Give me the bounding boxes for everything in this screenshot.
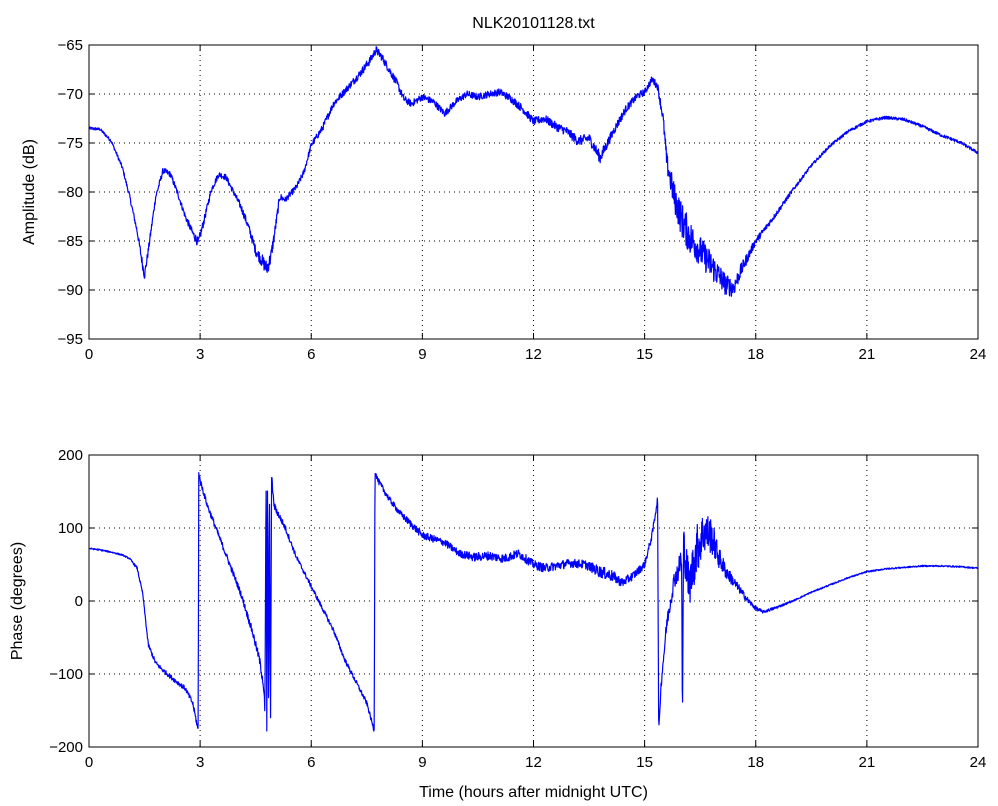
x-tick-label: 9 (418, 754, 426, 771)
chart-title: NLK20101128.txt (472, 15, 595, 32)
x-tick-label: 18 (747, 754, 764, 771)
amplitude-y-axis-label: Amplitude (dB) (21, 139, 38, 245)
y-tick-label: −85 (58, 233, 83, 250)
x-tick-label: 3 (196, 346, 204, 363)
y-tick-label: −90 (58, 282, 83, 299)
y-tick-label: −200 (49, 739, 83, 756)
y-tick-label: −65 (58, 37, 83, 54)
y-tick-label: −75 (58, 135, 83, 152)
x-tick-label: 15 (636, 754, 653, 771)
y-tick-label: −70 (58, 86, 83, 103)
x-tick-label: 0 (85, 754, 93, 771)
x-tick-label: 0 (85, 346, 93, 363)
x-tick-label: 6 (307, 346, 315, 363)
amplitude-panel: NLK20101128.txt Amplitude (dB) 0 3 6 9 12 15 1… (21, 15, 986, 363)
x-tick-label: 21 (859, 754, 876, 771)
time-x-axis-label: Time (hours after midnight UTC) (419, 784, 648, 801)
y-tick-label: 0 (75, 593, 83, 610)
y-tick-label: −95 (58, 331, 83, 348)
x-tick-label: 6 (307, 754, 315, 771)
x-tick-label: 21 (859, 346, 876, 363)
x-tick-label: 12 (525, 754, 542, 771)
y-tick-label: 100 (58, 520, 83, 537)
x-tick-label: 12 (525, 346, 542, 363)
series-line (88, 46, 979, 297)
y-tick-label: 200 (58, 447, 83, 464)
x-tick-label: 3 (196, 754, 204, 771)
y-tick-label: −100 (49, 666, 83, 683)
y-tick-label: −80 (58, 184, 83, 201)
phase-y-axis-label: Phase (degrees) (9, 542, 26, 660)
x-tick-label: 24 (970, 346, 987, 363)
series-line (88, 472, 979, 732)
phase-panel: Phase (degrees) Time (hours after midnig… (9, 447, 986, 801)
x-tick-label: 18 (747, 346, 764, 363)
x-tick-label: 24 (970, 754, 987, 771)
x-tick-label: 15 (636, 346, 653, 363)
x-tick-label: 9 (418, 346, 426, 363)
